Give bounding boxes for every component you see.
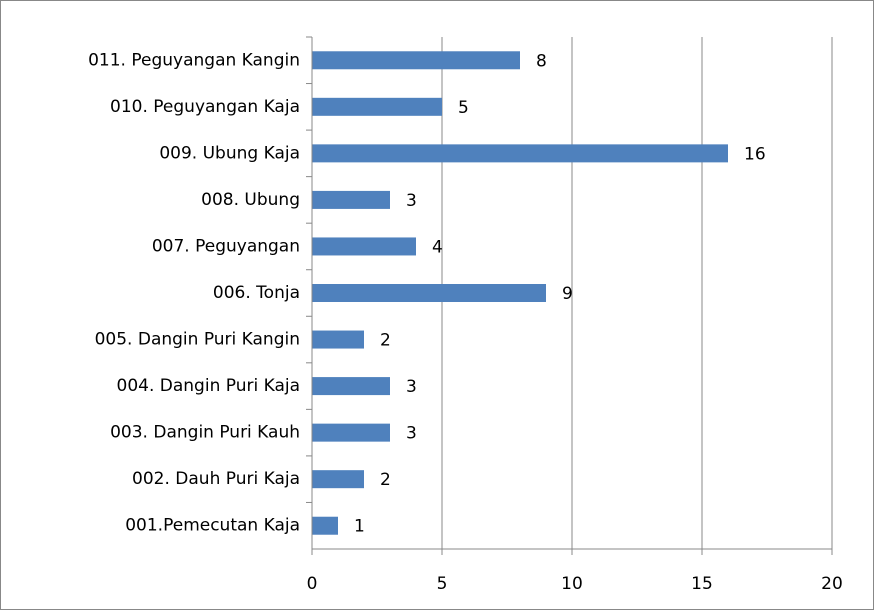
bar — [312, 97, 442, 116]
y-tick-label: 007. Peguyangan — [152, 236, 300, 256]
y-tick-label: 003. Dangin Puri Kauh — [110, 423, 300, 443]
data-label: 2 — [380, 331, 391, 351]
bar — [312, 377, 390, 396]
y-tick-label: 001.Pemecutan Kaja — [125, 516, 300, 536]
x-tick-label: 5 — [437, 574, 448, 594]
x-tick-label: 0 — [307, 574, 318, 594]
data-label: 3 — [406, 424, 417, 444]
data-label: 9 — [562, 284, 573, 304]
y-tick-label: 004. Dangin Puri Kaja — [117, 376, 300, 396]
data-label: 3 — [406, 191, 417, 211]
x-tick-label: 10 — [561, 574, 583, 594]
data-label: 4 — [432, 237, 443, 257]
bar — [312, 516, 338, 535]
bar — [312, 470, 364, 489]
y-tick-label: 010. Peguyangan Kaja — [110, 97, 300, 117]
y-tick-label: 005. Dangin Puri Kangin — [95, 330, 300, 350]
y-tick-label: 006. Tonja — [213, 283, 300, 303]
y-tick-label: 002. Dauh Puri Kaja — [132, 469, 300, 489]
x-tick-label: 20 — [821, 574, 843, 594]
bar — [312, 51, 520, 70]
data-label: 3 — [406, 377, 417, 397]
data-label: 5 — [458, 98, 469, 118]
data-label: 16 — [744, 144, 766, 164]
data-label: 8 — [536, 51, 547, 71]
bar — [312, 237, 416, 256]
x-tick-label: 15 — [691, 574, 713, 594]
bar — [312, 330, 364, 349]
y-tick-label: 008. Ubung — [201, 190, 300, 210]
bar — [312, 144, 728, 163]
bar — [312, 423, 390, 442]
y-tick-label: 009. Ubung Kaja — [159, 143, 300, 163]
data-label: 2 — [380, 470, 391, 490]
data-label: 1 — [354, 517, 365, 537]
bar — [312, 190, 390, 209]
bar — [312, 284, 546, 302]
y-tick-label: 011. Peguyangan Kangin — [88, 50, 300, 70]
